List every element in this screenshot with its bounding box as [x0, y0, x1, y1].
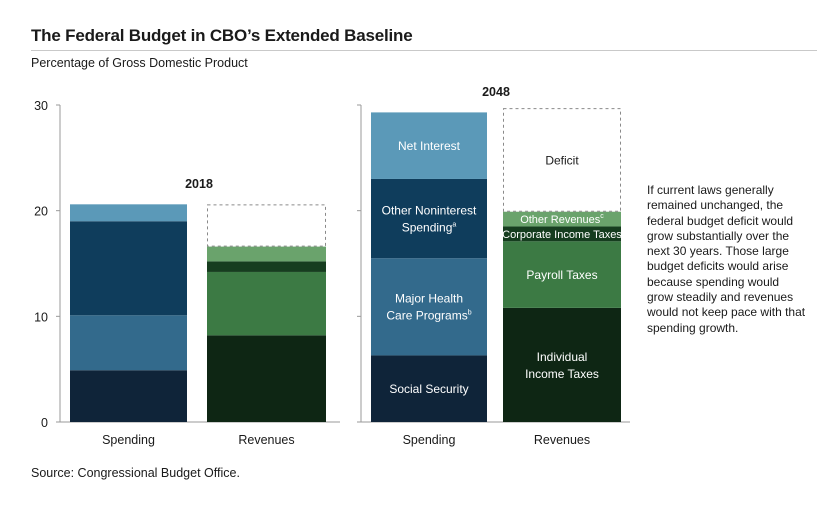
y-tick-label: 0: [41, 416, 48, 430]
bar-segment-net_interest: [70, 204, 187, 222]
bar-segment-deficit: [207, 204, 326, 247]
segment-label-other_noninterest: Other Noninterest Spendinga: [382, 203, 477, 234]
chart-subtitle: Percentage of Gross Domestic Product: [31, 56, 248, 70]
bar-segment-payroll: [503, 241, 621, 308]
segment-label-individual_income: Individual Income Taxes: [525, 350, 599, 381]
stacked-bar-chart: 0 10 20 30 2018 Spending Revenues 2048 Social Se…: [34, 85, 630, 447]
segment-label-net_interest: Net Interest: [398, 139, 461, 153]
bar-segment-corporate: [207, 261, 326, 272]
x-category-label: Revenues: [534, 433, 590, 447]
segment-label-social_security: Social Security: [389, 382, 468, 396]
year-label: 2018: [185, 177, 213, 191]
bar-segment-major_health: [371, 258, 487, 356]
bar-segment-net_interest: [371, 112, 487, 179]
year-label: 2048: [482, 85, 510, 99]
x-category-label: Revenues: [238, 433, 294, 447]
bar-segment-social_security: [371, 355, 487, 422]
chart-annotation: If current laws generally remained uncha…: [647, 183, 806, 335]
bar-segment-other_revenues: [207, 246, 326, 262]
segment-label-major_health: Major Health Care Programsb: [386, 292, 471, 323]
segment-label-payroll: Payroll Taxes: [526, 268, 597, 282]
x-category-label: Spending: [403, 433, 456, 447]
bar-segment-payroll: [207, 271, 326, 336]
bar-segment-social_security: [70, 370, 187, 422]
title-divider: [31, 50, 817, 51]
chart-title: The Federal Budget in CBO’s Extended Bas…: [31, 26, 413, 45]
segment-label-deficit: Deficit: [545, 153, 579, 167]
segment-label-corporate: Corporate Income Taxes: [502, 229, 622, 241]
bar-segment-individual_income: [207, 335, 326, 422]
bar-segment-individual_income: [503, 307, 621, 422]
x-category-label: Spending: [102, 433, 155, 447]
bar-segment-major_health: [70, 315, 187, 371]
bar-segment-other_noninterest: [70, 221, 187, 316]
bar-segment-deficit: [503, 108, 621, 212]
y-tick-label: 30: [34, 99, 48, 113]
y-tick-label: 10: [34, 310, 48, 324]
source-note: Source: Congressional Budget Office.: [31, 466, 240, 480]
bar-segment-other_revenues: [503, 211, 621, 227]
segment-label-other_revenues: Other Revenuesc: [520, 213, 604, 226]
bar-segment-other_noninterest: [371, 178, 487, 259]
bar-segment-corporate: [503, 226, 621, 242]
y-tick-label: 20: [34, 205, 48, 219]
